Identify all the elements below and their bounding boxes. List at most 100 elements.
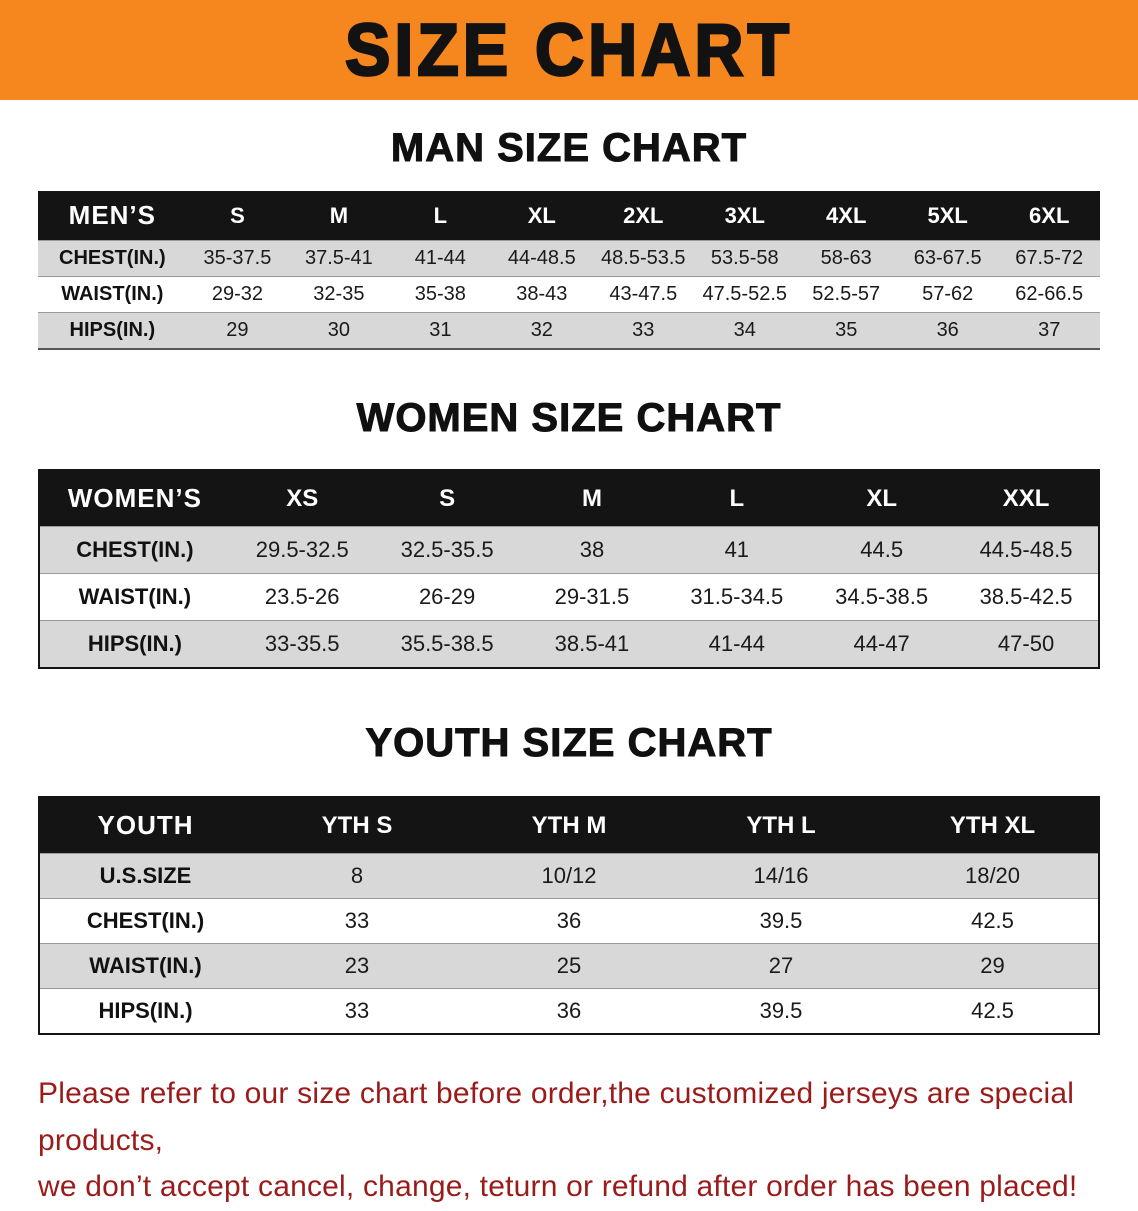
size-column-header: L [664, 470, 810, 527]
measurement-cell: 32-35 [313, 283, 365, 305]
measurement-cell: 29-32 [211, 283, 263, 305]
page-title: SIZE CHART [344, 8, 793, 92]
table-header-row: MEN’S S M L XL 2XL 3XL 4XL 5XL 6XL [38, 191, 1100, 241]
measurement-cell: 41-44 [414, 247, 466, 269]
measurement-cell: 32 [530, 319, 553, 341]
men-size-table: MEN’S S M L XL 2XL 3XL 4XL 5XL 6XL CHEST(IN.) 35-37… [38, 191, 1100, 350]
size-column-header: M [288, 191, 390, 241]
measurement-cell: 33 [344, 908, 370, 933]
men-section-title: MAN SIZE CHART [390, 126, 748, 171]
row-label: WAIST(IN.) [78, 584, 192, 609]
measurement-cell: 35 [835, 319, 858, 341]
measurement-row: CHEST(IN.) 35-37.5 37.5-41 41-44 44-48.5 48.5… [38, 240, 1100, 277]
measurement-cell: 38-43 [516, 283, 568, 305]
measurement-cell: 36 [556, 908, 582, 933]
size-column-header: L [389, 191, 492, 241]
measurement-cell: 52.5-57 [812, 283, 881, 305]
measurement-cell: 23 [344, 953, 370, 978]
measurement-cell: 47-50 [997, 631, 1055, 656]
measurement-cell: 41-44 [708, 631, 765, 656]
measurement-cell: 29.5-32.5 [255, 537, 349, 562]
measurement-cell: 29 [980, 953, 1005, 978]
measurement-cell: 38.5-42.5 [979, 584, 1073, 609]
women-section-title: WOMEN SIZE CHART [356, 396, 782, 441]
measurement-cell: 26-29 [418, 584, 476, 609]
measurement-row: HIPS(IN.) 33 36 39.5 42.5 [39, 988, 1099, 1034]
row-label: CHEST(IN.) [86, 908, 205, 933]
measurement-cell: 23.5-26 [264, 584, 340, 609]
measurement-row: WAIST(IN.) 29-32 32-35 35-38 38-43 43-47.5 47.… [38, 276, 1100, 313]
size-column-header: 3XL [694, 191, 796, 241]
disclaimer: Please refer to our size chart before or… [38, 1071, 1100, 1211]
measurement-cell: 10/12 [541, 863, 597, 888]
measurement-cell: 47.5-52.5 [702, 283, 787, 305]
row-label: HIPS(IN.) [87, 631, 182, 656]
measurement-cell: 33 [344, 998, 370, 1023]
measurement-cell: 30 [327, 319, 350, 341]
row-label: HIPS(IN.) [98, 998, 193, 1023]
measurement-row: U.S.SIZE 8 10/12 14/16 18/20 [39, 853, 1099, 899]
disclaimer-line-1: Please refer to our size chart before or… [38, 1077, 1075, 1157]
size-column-header: YTH XL [887, 797, 1099, 854]
measurement-row: WAIST(IN.) 23 25 27 29 [39, 943, 1099, 989]
measurement-cell: 25 [556, 953, 582, 978]
women-size-table: WOMEN’S XS S M L XL XXL CHEST(IN.) 29.5-32.5 32.5… [38, 469, 1100, 669]
measurement-cell: 42.5 [971, 908, 1014, 933]
size-column-header: XL [491, 191, 593, 241]
measurement-cell: 38.5-41 [554, 631, 630, 656]
youth-size-table: YOUTH YTH S YTH M YTH L YTH XL U.S.SIZE 8 10/12… [38, 796, 1100, 1035]
measurement-cell: 35-38 [414, 283, 466, 305]
banner: SIZE CHART [0, 0, 1138, 100]
measurement-cell: 63-67.5 [913, 247, 982, 269]
measurement-row: CHEST(IN.) 29.5-32.5 32.5-35.5 38 41 44.5 44.5… [39, 526, 1099, 574]
measurement-cell: 67.5-72 [1015, 247, 1084, 269]
measurement-cell: 29-31.5 [554, 584, 630, 609]
size-column-header: S [186, 191, 289, 241]
youth-section-title: YOUTH SIZE CHART [365, 721, 773, 766]
size-column-header: 2XL [592, 191, 695, 241]
table-corner-label: MEN’S [38, 191, 187, 241]
row-label: CHEST(IN.) [59, 247, 166, 269]
measurement-row: HIPS(IN.) 33-35.5 35.5-38.5 38.5-41 41-44 44-… [39, 620, 1099, 668]
row-label: WAIST(IN.) [89, 953, 202, 978]
measurement-cell: 33-35.5 [264, 631, 340, 656]
measurement-cell: 31 [429, 319, 452, 341]
measurement-cell: 44.5-48.5 [979, 537, 1073, 562]
measurement-cell: 27 [768, 953, 794, 978]
measurement-cell: 14/16 [753, 863, 809, 888]
measurement-cell: 36 [556, 998, 582, 1023]
measurement-cell: 8 [350, 863, 364, 888]
measurement-cell: 34 [733, 319, 756, 341]
table-corner-label: YOUTH [39, 797, 251, 854]
measurement-cell: 37.5-41 [304, 247, 373, 269]
measurement-cell: 42.5 [971, 998, 1014, 1023]
table-header-row: WOMEN’S XS S M L XL XXL [39, 470, 1099, 527]
measurement-cell: 53.5-58 [710, 247, 779, 269]
size-column-header: M [519, 470, 665, 527]
disclaimer-line-2: we don’t accept cancel, change, teturn o… [38, 1170, 1078, 1203]
size-column-header: 6XL [998, 191, 1100, 241]
measurement-cell: 37 [1038, 319, 1061, 341]
size-column-header: XXL [954, 470, 1099, 527]
measurement-cell: 62-66.5 [1015, 283, 1084, 305]
measurement-cell: 33 [632, 319, 655, 341]
youth-size-section: YOUTH SIZE CHART YOUTH YTH S YTH M YTH L YTH… [0, 721, 1138, 1035]
table-corner-label: WOMEN’S [39, 470, 230, 527]
row-label: HIPS(IN.) [69, 319, 156, 341]
size-column-header: XS [229, 470, 375, 527]
measurement-cell: 18/20 [964, 863, 1021, 888]
size-column-header: YTH S [251, 797, 463, 854]
measurement-cell: 39.5 [759, 908, 803, 933]
measurement-cell: 44-48.5 [507, 247, 576, 269]
measurement-cell: 39.5 [759, 998, 803, 1023]
measurement-cell: 41 [724, 537, 750, 562]
men-size-section: MAN SIZE CHART MEN’S S M L XL 2XL 3XL 4XL 5XL 6XL… [0, 126, 1138, 350]
measurement-cell: 35.5-38.5 [400, 631, 494, 656]
measurement-cell: 35-37.5 [203, 247, 272, 269]
size-column-header: YTH M [463, 797, 675, 854]
measurement-cell: 57-62 [922, 283, 974, 305]
measurement-cell: 38 [579, 537, 605, 562]
measurement-row: CHEST(IN.) 33 36 39.5 42.5 [39, 898, 1099, 944]
measurement-cell: 44-47 [853, 631, 910, 656]
